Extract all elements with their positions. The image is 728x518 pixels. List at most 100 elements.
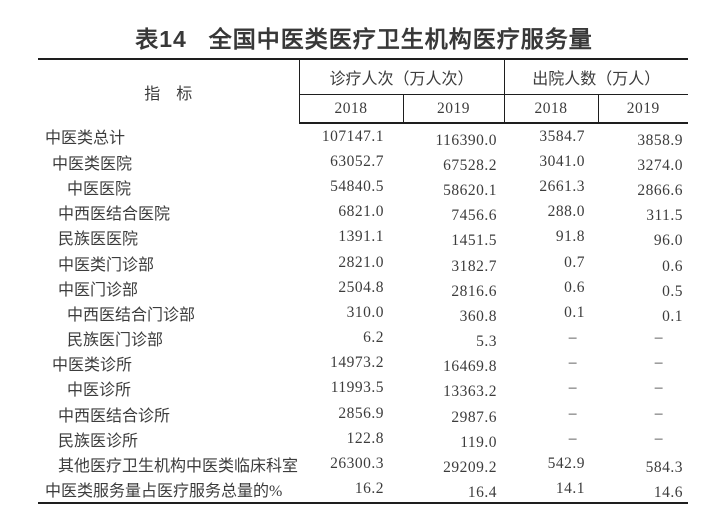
table-body: 中医类总计 107147.1 116390.0 3584.7 3858.9 中医类医院 63…: [38, 123, 688, 503]
visits-2019-cell: 16469.8: [443, 358, 498, 376]
discharges-2018-cell: 3041.0: [539, 152, 586, 170]
discharges-2019-cell: –: [654, 354, 664, 372]
table-number: 表14: [135, 26, 187, 52]
row-label: 其他医疗卫生机构中医类临床科室: [58, 458, 299, 476]
table-row: 中医类服务量占医疗服务总量的% 16.2 16.4 14.1 14.6: [38, 477, 688, 503]
discharges-2019-cell: –: [654, 404, 664, 422]
visits-2018-cell: 63052.7: [330, 152, 384, 170]
discharges-2018-header: 2018: [504, 94, 599, 124]
visits-2019-cell: 3182.7: [451, 257, 498, 275]
discharges-2018-cell: 91.8: [555, 228, 586, 246]
discharges-2019-cell: 0.5: [662, 282, 684, 300]
discharges-2018-cell: 0.6: [564, 278, 586, 296]
visits-2018-cell: 122.8: [346, 429, 384, 447]
discharges-2018-cell: –: [568, 329, 578, 347]
discharges-2019-cell: 14.6: [653, 484, 684, 502]
visits-2019-cell: 119.0: [460, 433, 498, 451]
visits-2018-cell: 6821.0: [338, 203, 384, 221]
row-label: 中西医结合医院: [58, 206, 171, 224]
visits-2019-cell: 13363.2: [443, 383, 498, 401]
visits-2019-cell: 2987.6: [451, 408, 498, 426]
visits-2018-cell: 2821.0: [338, 253, 384, 271]
visits-2019-cell: 5.3: [476, 333, 498, 351]
discharges-2019-cell: 0.6: [662, 257, 684, 275]
table-title-text: 全国中医类医疗卫生机构医疗服务量: [208, 26, 593, 52]
row-label: 中医类门诊部: [58, 256, 155, 274]
table-row: 中医类总计 107147.1 116390.0 3584.7 3858.9: [38, 123, 688, 149]
row-label: 中医类医院: [52, 155, 133, 173]
discharges-2018-cell: –: [568, 404, 578, 422]
discharges-2018-cell: –: [568, 354, 578, 372]
discharges-2018-cell: 2661.3: [539, 177, 586, 195]
visits-2019-cell: 360.8: [459, 307, 498, 325]
table-row: 中医类门诊部 2821.0 3182.7 0.7 0.6: [38, 250, 688, 275]
visits-2018-header: 2018: [299, 94, 404, 124]
discharges-2019-cell: 3274.0: [637, 156, 684, 174]
table-row: 中西医结合医院 6821.0 7456.6 288.0 311.5: [38, 200, 688, 225]
discharges-2019-cell: 3858.9: [637, 131, 684, 149]
table-row: 民族医门诊部 6.2 5.3 – –: [38, 326, 688, 351]
discharges-2018-cell: 0.7: [564, 253, 586, 271]
visits-2018-cell: 11993.5: [330, 379, 384, 397]
visits-2019-cell: 16.4: [467, 484, 498, 502]
table-row: 民族医诊所 122.8 119.0 – –: [38, 426, 688, 451]
visits-2018-cell: 26300.3: [330, 455, 384, 473]
table-row: 中医诊所 11993.5 13363.2 – –: [38, 376, 688, 401]
visits-2018-cell: 2856.9: [338, 404, 384, 422]
row-label: 中医类诊所: [52, 357, 133, 375]
discharges-2019-cell: –: [654, 329, 664, 347]
discharges-2019-cell: 2866.6: [637, 181, 684, 199]
table-row: 其他医疗卫生机构中医类临床科室 26300.3 29209.2 542.9 584.3: [38, 451, 688, 476]
visits-2018-cell: 14973.2: [330, 354, 384, 372]
discharges-2018-cell: –: [568, 429, 578, 447]
discharges-2019-cell: 311.5: [646, 207, 684, 225]
discharges-2018-cell: 0.1: [564, 303, 586, 321]
header-group-row: 指 标 诊疗人次（万人次） 出院人数（万人）: [38, 59, 689, 123]
table-row: 中西医结合诊所 2856.9 2987.6 – –: [38, 401, 688, 426]
row-label: 中西医结合诊所: [58, 407, 171, 425]
discharges-2018-cell: –: [568, 379, 578, 397]
discharges-2018-cell: 288.0: [547, 203, 586, 221]
row-label: 民族医医院: [58, 231, 139, 249]
visits-2018-cell: 1391.1: [338, 228, 384, 246]
discharges-2019-cell: 0.1: [662, 307, 684, 325]
row-label: 中医门诊部: [58, 281, 139, 299]
discharges-2019-cell: –: [654, 429, 664, 447]
table-row: 中医类诊所 14973.2 16469.8 – –: [38, 351, 688, 376]
visits-2018-cell: 54840.5: [330, 177, 384, 195]
indicator-column-header: 指 标: [38, 59, 300, 123]
visits-2018-cell: 2504.8: [338, 278, 384, 296]
visits-2019-cell: 29209.2: [443, 459, 498, 477]
discharges-2019-cell: –: [654, 379, 664, 397]
discharges-2018-cell: 14.1: [555, 480, 586, 498]
row-label: 中医类服务量占医疗服务总量的%: [45, 483, 283, 501]
visits-2019-cell: 7456.6: [451, 207, 498, 225]
table-row: 中医门诊部 2504.8 2816.6 0.6 0.5: [38, 275, 688, 300]
row-label: 中医诊所: [67, 382, 132, 400]
table-row: 民族医医院 1391.1 1451.5 91.8 96.0: [38, 225, 688, 250]
row-label: 中医医院: [67, 180, 132, 198]
visits-2019-cell: 116390.0: [435, 131, 498, 149]
visits-2018-cell: 16.2: [354, 480, 384, 498]
visits-2018-cell: 6.2: [363, 329, 384, 347]
visits-2019-cell: 2816.6: [451, 282, 498, 300]
discharges-2019-header: 2019: [598, 94, 689, 124]
table-header: 指 标 诊疗人次（万人次） 出院人数（万人） 2018 2019 2018 20…: [38, 59, 689, 124]
discharges-2019-cell: 96.0: [653, 232, 684, 250]
header-year-row: 2018 2019 2018 2019: [38, 94, 689, 124]
data-table: 指 标 诊疗人次（万人次） 出院人数（万人） 2018 2019 2018 20…: [38, 58, 689, 504]
discharges-group-header: 出院人数（万人）: [504, 59, 689, 95]
visits-2019-header: 2019: [403, 94, 505, 124]
table-row: 中医类医院 63052.7 67528.2 3041.0 3274.0: [38, 149, 688, 174]
row-label: 民族医诊所: [58, 432, 139, 450]
row-label: 中医类总计: [45, 130, 126, 148]
discharges-2018-cell: 3584.7: [539, 127, 586, 145]
visits-2019-cell: 67528.2: [443, 156, 498, 174]
page-title: 表14 全国中医类医疗卫生机构医疗服务量: [0, 20, 728, 54]
row-label: 中西医结合门诊部: [67, 306, 196, 324]
discharges-2018-cell: 542.9: [547, 455, 586, 473]
table-row: 中西医结合门诊部 310.0 360.8 0.1 0.1: [38, 300, 688, 325]
visits-2019-cell: 1451.5: [451, 232, 498, 250]
visits-2019-cell: 58620.1: [443, 181, 498, 199]
row-label: 民族医门诊部: [67, 332, 164, 350]
